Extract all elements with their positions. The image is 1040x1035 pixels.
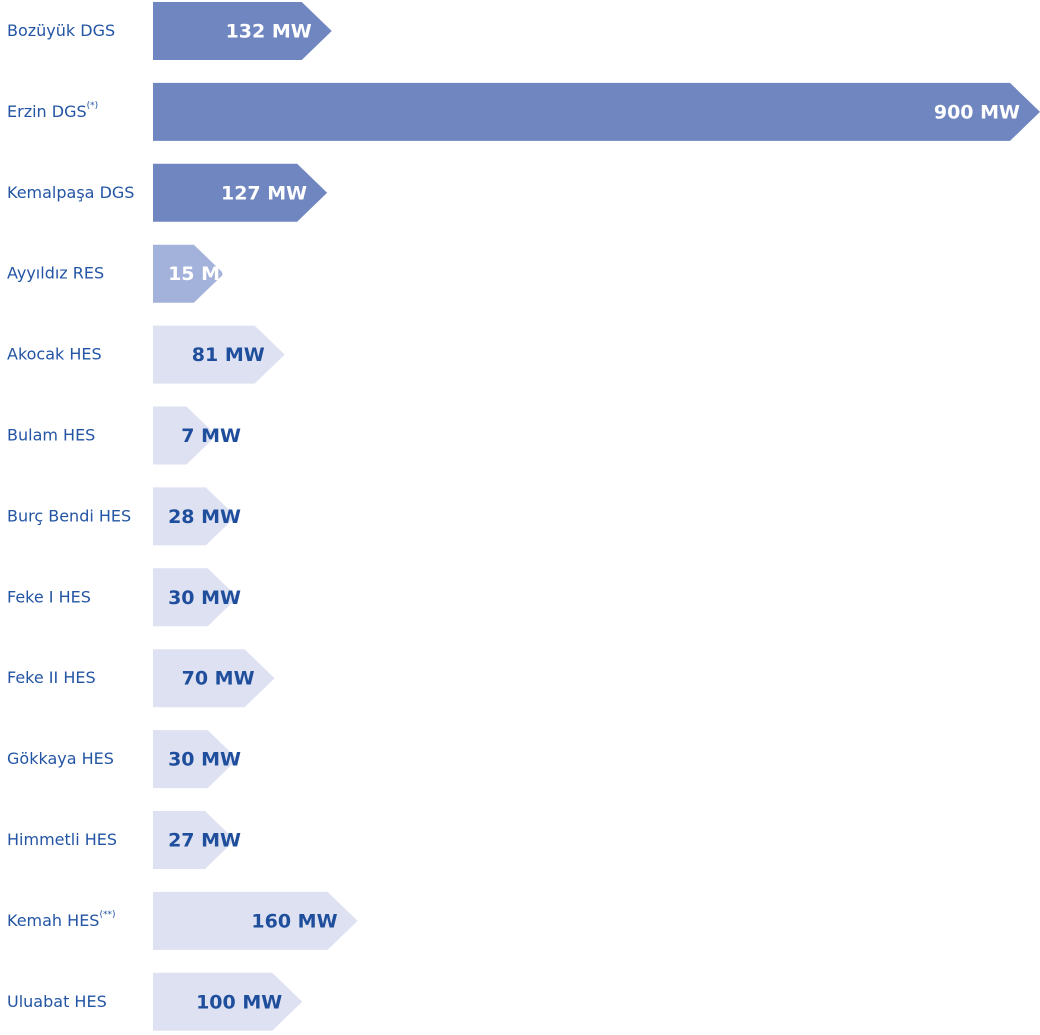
- value-label: 81 MW: [192, 344, 265, 366]
- category-label: Burç Bendi HES: [7, 506, 131, 525]
- category-label: Feke I HES: [7, 587, 91, 606]
- bar: [153, 325, 285, 384]
- value-label: 28 MW: [168, 506, 241, 528]
- bar: [153, 244, 224, 303]
- value-label: 7 MW: [181, 425, 241, 447]
- bar: [153, 730, 238, 789]
- category-label: Bozüyük DGS: [7, 21, 115, 40]
- value-label: 132 MW: [226, 21, 312, 43]
- value-label: 127 MW: [221, 182, 307, 204]
- value-label: 70 MW: [182, 668, 255, 690]
- category-label: Kemalpaşa DGS: [7, 182, 134, 201]
- category-name: Himmetli HES: [7, 830, 117, 849]
- bar: [153, 811, 235, 869]
- value-label: 15 MW: [168, 263, 241, 285]
- category-name: Uluabat HES: [7, 991, 107, 1010]
- bar: [153, 649, 275, 708]
- bar: [153, 487, 236, 546]
- value-label: 30 MW: [168, 587, 241, 609]
- category-label: Ayyıldız RES: [7, 263, 104, 282]
- category-label: Akocak HES: [7, 344, 102, 363]
- category-label: Himmetli HES: [7, 830, 117, 849]
- category-name: Bozüyük DGS: [7, 21, 115, 40]
- category-name: Bulam HES: [7, 425, 95, 444]
- category-label: Uluabat HES: [7, 991, 107, 1010]
- category-label: Feke II HES: [7, 668, 96, 687]
- category-name: Ayyıldız RES: [7, 263, 104, 282]
- category-name: Burç Bendi HES: [7, 506, 131, 525]
- category-name: Akocak HES: [7, 344, 102, 363]
- bar: [153, 568, 238, 627]
- category-name: Kemah HES: [7, 910, 99, 929]
- category-label: Gökkaya HES: [7, 749, 114, 768]
- value-label: 160 MW: [251, 910, 337, 932]
- bar: [153, 2, 332, 60]
- category-note: (*): [87, 100, 99, 110]
- value-label: 27 MW: [168, 830, 241, 852]
- category-label: Bulam HES: [7, 425, 95, 444]
- value-label: 100 MW: [196, 991, 282, 1013]
- bar: [153, 972, 303, 1031]
- value-label: 900 MW: [934, 101, 1020, 123]
- category-name: Kemalpaşa DGS: [7, 182, 134, 201]
- category-label: Kemah HES(**): [7, 909, 115, 929]
- category-name: Feke I HES: [7, 587, 91, 606]
- category-name: Gökkaya HES: [7, 749, 114, 768]
- category-note: (**): [99, 909, 115, 919]
- bar: [153, 82, 1040, 141]
- value-label: 30 MW: [168, 749, 241, 771]
- category-name: Feke II HES: [7, 668, 96, 687]
- category-name: Erzin DGS: [7, 101, 87, 120]
- category-label: Erzin DGS(*): [7, 100, 98, 120]
- bar: [153, 163, 328, 222]
- bar: [153, 406, 217, 465]
- bar: [153, 891, 358, 950]
